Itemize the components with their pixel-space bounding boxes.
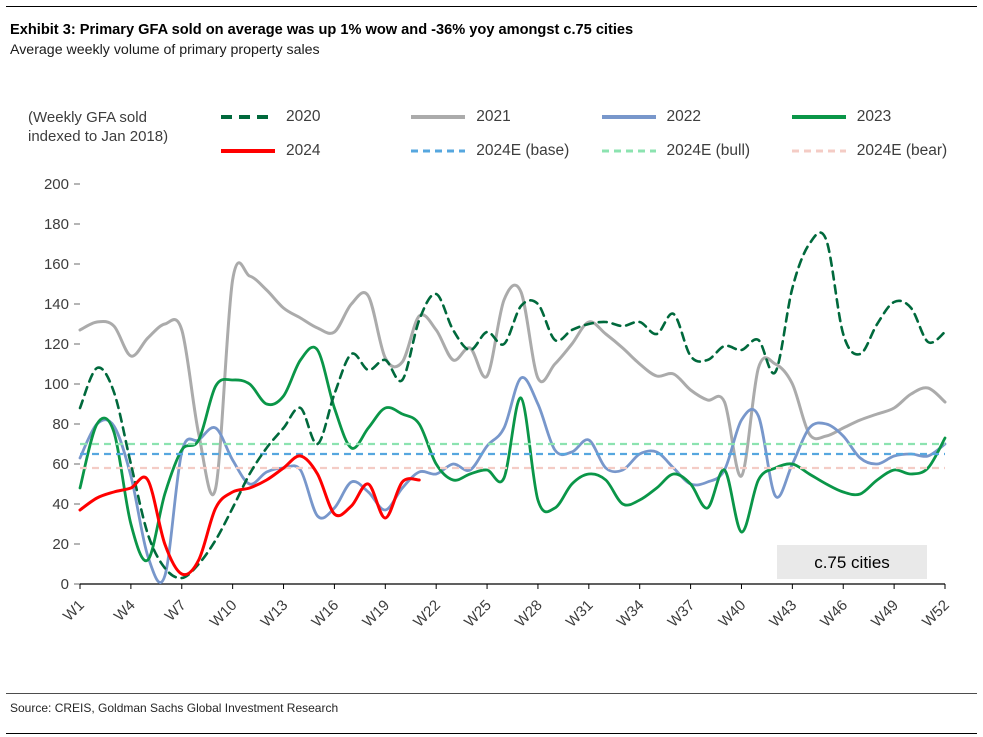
legend-swatch-icon	[221, 149, 275, 153]
legend-label: 2024E (bear)	[856, 142, 948, 159]
x-tick-label: W1	[60, 597, 88, 625]
x-tick-label: W49	[868, 597, 902, 631]
y-tick-label: 80	[52, 416, 69, 433]
annotation-label: c.75 cities	[814, 553, 890, 572]
x-tick-label: W13	[258, 597, 292, 631]
legend-swatch-icon	[411, 149, 466, 153]
chart-area: 0 20 40 60 80 100 120 140 160 180 200 W1 W4 W7 W10 W13 W…	[10, 172, 969, 667]
x-tick-label: W16	[308, 597, 342, 631]
legend-label: 2024	[286, 142, 321, 159]
page-footer: Source: CREIS, Goldman Sachs Global Inve…	[0, 693, 983, 737]
exhibit-title: Exhibit 3: Primary GFA sold on average w…	[10, 22, 634, 38]
x-tick-label: W46	[817, 597, 851, 631]
x-tick-label: W34	[614, 597, 648, 631]
legend-item-2024e-bull-: 2024E (bull)	[601, 142, 783, 160]
footer-divider-top	[6, 693, 977, 694]
y-tick-label: 0	[61, 576, 69, 593]
legend-swatch-icon	[221, 115, 275, 119]
x-tick-label: W31	[563, 597, 597, 631]
legend-item-2024e-bear-: 2024E (bear)	[791, 142, 973, 160]
legend-area: (Weekly GFA sold indexed to Jan 2018) 20…	[10, 108, 973, 160]
legend-item-2021: 2021	[410, 108, 592, 126]
legend-item-2023: 2023	[791, 108, 973, 126]
x-tick-label: W37	[665, 597, 699, 631]
x-tick-label: W10	[207, 597, 241, 631]
y-tick-label: 180	[44, 216, 69, 233]
x-tick-label: W4	[111, 597, 139, 625]
series-line-2023	[78, 345, 947, 563]
line-chart: 0 20 40 60 80 100 120 140 160 180 200 W1 W4 W7 W10 W13 W…	[44, 176, 953, 631]
series-line-2020	[78, 231, 947, 580]
top-divider	[6, 6, 977, 7]
legend-swatch-icon	[791, 115, 846, 119]
legend-label: 2023	[856, 108, 892, 125]
y-tick-label: 100	[44, 376, 69, 393]
legend-item-2020: 2020	[220, 108, 402, 126]
series-line-2024	[78, 454, 421, 577]
x-tick-label: W7	[162, 597, 190, 625]
legend-swatch-icon	[601, 115, 656, 119]
y-tick-label: 60	[52, 456, 69, 473]
y-tick-label: 120	[44, 336, 69, 353]
footer-divider-bottom	[6, 733, 977, 734]
y-tick-label: 140	[44, 296, 69, 313]
legend-item-2022: 2022	[601, 108, 783, 126]
y-tick-label: 160	[44, 256, 69, 273]
legend-swatch-icon	[791, 149, 846, 153]
legend-item-2024: 2024	[220, 142, 402, 160]
legend-swatch-icon	[601, 149, 656, 153]
legend-swatch-icon	[411, 115, 466, 119]
legend-label: 2020	[286, 108, 321, 125]
x-tick-label: W52	[919, 597, 953, 631]
x-tick-label: W22	[410, 597, 444, 631]
chart-legend: 2020 2021 2022 2023 2024 2024E (base) 2024E (b…	[220, 108, 973, 160]
y-axis-caption-line2: indexed to Jan 2018)	[28, 128, 169, 145]
y-tick-label: 200	[44, 176, 69, 193]
legend-label: 2022	[666, 108, 701, 125]
x-tick-label: W40	[715, 597, 749, 631]
x-tick-label: W28	[512, 597, 546, 631]
x-tick-label: W25	[461, 597, 495, 631]
x-tick-label: W19	[359, 597, 393, 631]
legend-item-2024e-base-: 2024E (base)	[410, 142, 592, 160]
legend-label: 2021	[476, 108, 511, 125]
y-axis-caption: (Weekly GFA sold indexed to Jan 2018)	[10, 108, 220, 146]
source-text: Source: CREIS, Goldman Sachs Global Inve…	[10, 701, 339, 715]
y-axis-caption-line1: (Weekly GFA sold	[28, 109, 147, 126]
y-tick-label: 20	[52, 536, 69, 553]
y-tick-label: 40	[52, 496, 69, 513]
series-line-2022	[78, 376, 947, 584]
annotation-box	[777, 545, 927, 579]
series-line-2021	[78, 261, 947, 497]
chart-subtitle: Average weekly volume of primary propert…	[10, 42, 320, 58]
x-tick-label: W43	[766, 597, 800, 631]
legend-label: 2024E (bull)	[666, 142, 751, 159]
legend-label: 2024E (base)	[476, 142, 570, 159]
